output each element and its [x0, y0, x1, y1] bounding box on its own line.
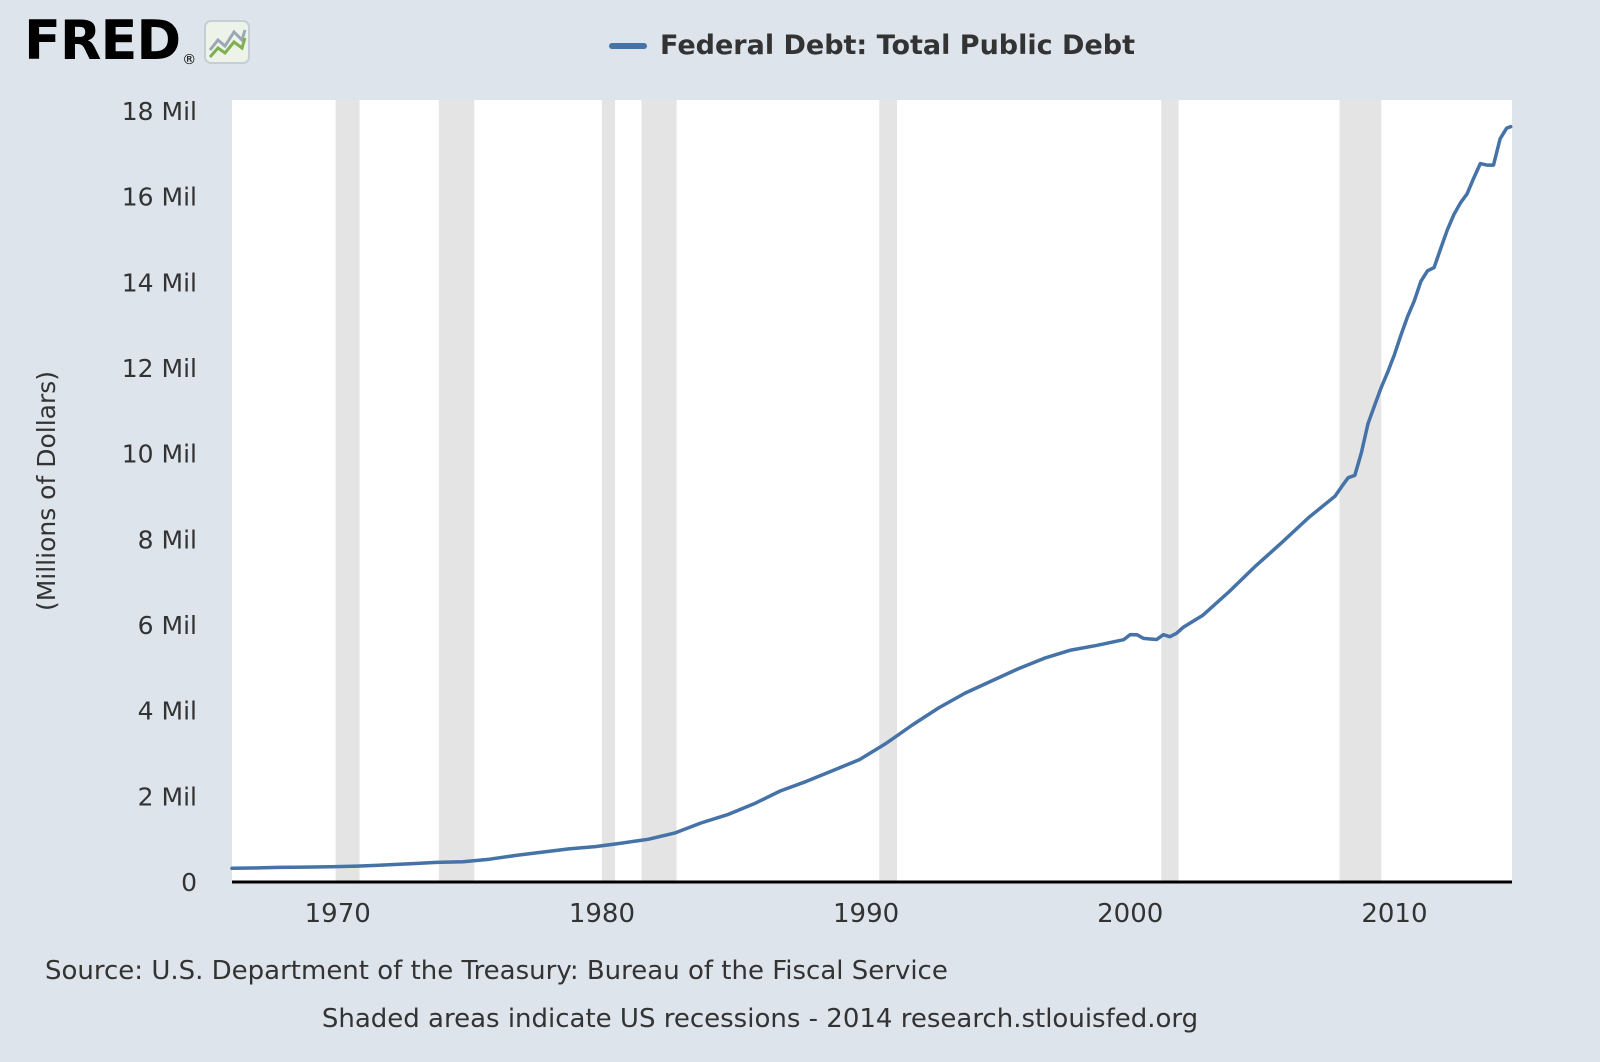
recession-band [335, 100, 360, 882]
y-tick-label: 16 Mil [122, 183, 197, 212]
y-tick-label: 0 [181, 868, 197, 897]
recession-band [601, 100, 616, 882]
y-axis-title: (Millions of Dollars) [32, 371, 61, 611]
registered-trademark-symbol: ® [182, 52, 197, 68]
x-tick-label: 1970 [305, 899, 371, 929]
x-tick-label: 2000 [1097, 899, 1163, 929]
recession-band [1339, 100, 1382, 882]
chart-legend: Federal Debt: Total Public Debt [232, 30, 1512, 61]
source-text: Source: U.S. Department of the Treasury:… [45, 956, 948, 986]
legend-series-label: Federal Debt: Total Public Debt [659, 30, 1136, 61]
y-tick-label: 4 Mil [138, 697, 197, 726]
recession-note-text: Shaded areas indicate US recessions - 20… [321, 1004, 1199, 1034]
fred-sparkline-icon [204, 20, 251, 68]
x-tick-label: 1990 [833, 899, 899, 929]
federal-debt-line-chart: 0 2 Mil 4 Mil 6 Mil 8 Mil 10 Mil 12 Mil 14 Mil 1… [32, 97, 1513, 929]
y-tick-label: 8 Mil [138, 525, 197, 554]
legend-line-swatch [608, 42, 647, 49]
y-tick-label: 6 Mil [138, 611, 197, 640]
fred-logo-text: FRED [24, 9, 181, 72]
plot-area [232, 100, 1512, 882]
recession-band [1161, 100, 1179, 882]
debt-line-series [230, 124, 1513, 871]
recession-band [438, 100, 475, 882]
x-tick-label: 1980 [569, 899, 635, 929]
y-tick-label: 14 Mil [122, 268, 197, 297]
recession-band [641, 100, 677, 882]
y-tick-label: 2 Mil [138, 782, 197, 811]
fred-logo: FRED ® [24, 9, 251, 72]
y-tick-label: 18 Mil [122, 97, 197, 126]
recession-band [879, 100, 897, 882]
y-tick-label: 10 Mil [122, 440, 197, 469]
y-tick-label: 12 Mil [122, 354, 197, 383]
x-tick-label: 2010 [1361, 899, 1427, 929]
